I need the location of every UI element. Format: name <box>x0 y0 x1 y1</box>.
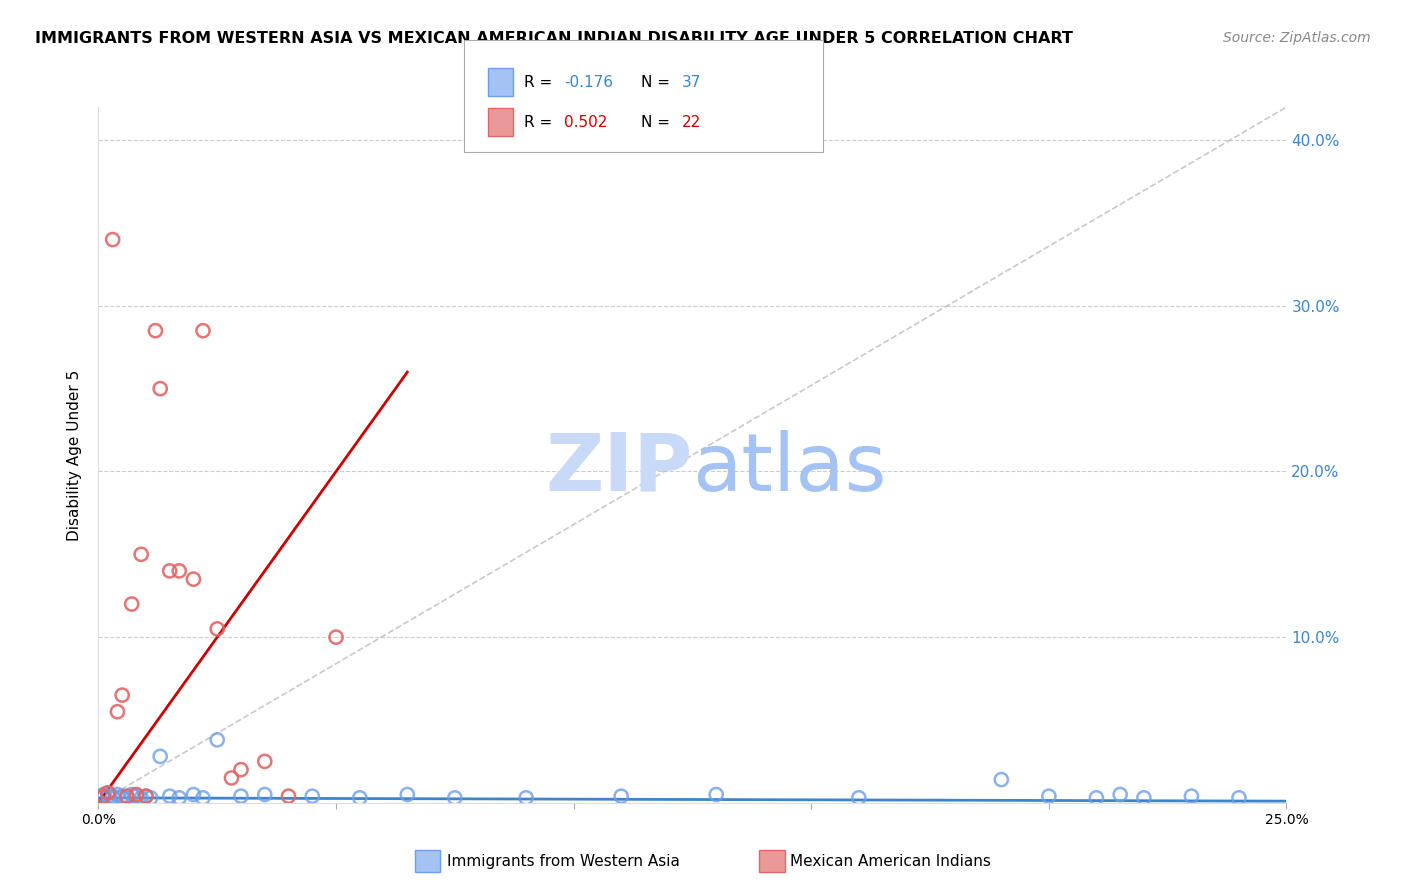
Point <box>139 790 162 805</box>
Point <box>145 324 167 338</box>
Point <box>111 790 134 805</box>
Text: Immigrants from Western Asia: Immigrants from Western Asia <box>447 855 681 869</box>
Point <box>1180 789 1202 804</box>
Point <box>301 789 323 804</box>
Point <box>167 564 190 578</box>
Text: 0.502: 0.502 <box>564 115 607 129</box>
Point <box>191 324 214 338</box>
Point <box>183 572 205 586</box>
Point <box>253 788 276 802</box>
Text: Mexican American Indians: Mexican American Indians <box>790 855 991 869</box>
Point <box>704 788 727 802</box>
Point <box>191 790 214 805</box>
Point <box>1227 790 1250 805</box>
Point <box>396 788 419 802</box>
Text: -0.176: -0.176 <box>564 75 613 89</box>
Point <box>115 790 138 805</box>
Point <box>848 790 870 805</box>
Point <box>349 790 371 805</box>
Text: 37: 37 <box>682 75 702 89</box>
Point <box>125 788 148 802</box>
Text: Source: ZipAtlas.com: Source: ZipAtlas.com <box>1223 31 1371 45</box>
Point <box>107 788 129 802</box>
Text: ZIP: ZIP <box>546 430 693 508</box>
Point <box>159 789 181 804</box>
Text: R =: R = <box>524 115 558 129</box>
Point <box>325 630 347 644</box>
Point <box>277 789 299 804</box>
Point <box>91 790 114 805</box>
Text: N =: N = <box>641 115 675 129</box>
Point <box>159 564 181 578</box>
Point <box>129 790 152 805</box>
Point <box>97 786 120 800</box>
Point <box>253 755 276 769</box>
Point <box>121 788 143 802</box>
Point <box>229 763 252 777</box>
Point <box>1133 790 1156 805</box>
Point <box>229 789 252 804</box>
Point <box>107 705 129 719</box>
Point <box>135 789 157 804</box>
Point <box>97 789 120 804</box>
Point <box>149 382 172 396</box>
Point <box>111 789 134 804</box>
Point <box>207 622 229 636</box>
Point <box>135 789 157 804</box>
Point <box>183 788 205 802</box>
Point <box>207 732 229 747</box>
Point <box>1085 790 1108 805</box>
Point <box>101 789 124 804</box>
Point <box>1038 789 1060 804</box>
Point <box>990 772 1012 787</box>
Y-axis label: Disability Age Under 5: Disability Age Under 5 <box>67 369 83 541</box>
Point <box>115 789 138 804</box>
Text: atlas: atlas <box>693 430 887 508</box>
Text: IMMIGRANTS FROM WESTERN ASIA VS MEXICAN AMERICAN INDIAN DISABILITY AGE UNDER 5 C: IMMIGRANTS FROM WESTERN ASIA VS MEXICAN … <box>35 31 1073 46</box>
Point <box>444 790 467 805</box>
Text: 22: 22 <box>682 115 702 129</box>
Point <box>97 786 120 800</box>
Text: N =: N = <box>641 75 675 89</box>
Point <box>221 771 243 785</box>
Point <box>111 688 134 702</box>
Point <box>101 233 124 247</box>
Point <box>125 789 148 804</box>
Point <box>610 789 633 804</box>
Text: R =: R = <box>524 75 558 89</box>
Point <box>129 547 152 561</box>
Point <box>167 790 190 805</box>
Point <box>515 790 537 805</box>
Point <box>91 789 114 804</box>
Point <box>1109 788 1132 802</box>
Point <box>91 788 114 802</box>
Point <box>121 597 143 611</box>
Point <box>149 749 172 764</box>
